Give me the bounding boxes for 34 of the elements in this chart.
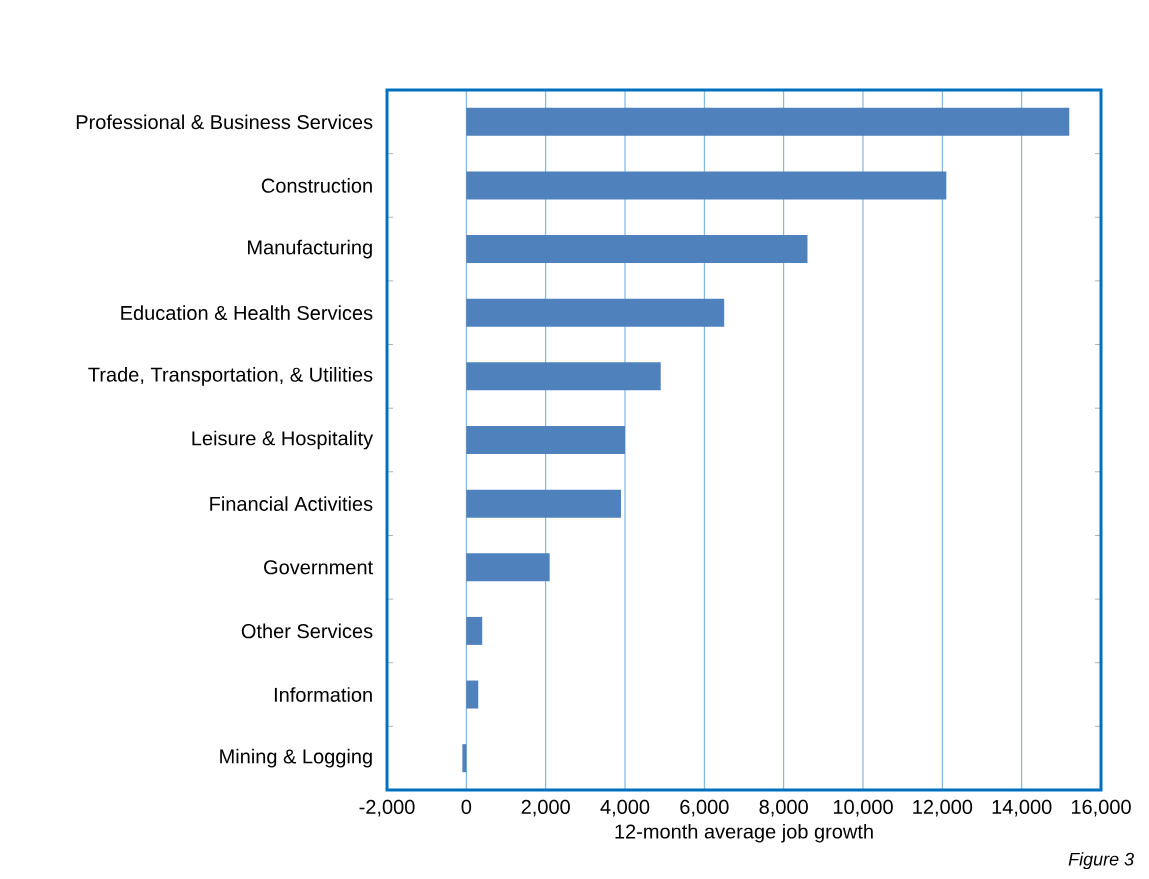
bar: [466, 107, 1070, 136]
bar: [466, 298, 725, 327]
x-tick-label: 4,000: [600, 799, 650, 817]
bar: [466, 171, 947, 200]
bar: [466, 425, 626, 454]
y-tick-label: Financial Activities: [210, 496, 373, 511]
x-tick-label: 8,000: [759, 799, 808, 817]
x-tick-label: 10,000: [833, 799, 893, 817]
y-tick-label: Government: [264, 560, 373, 575]
x-tick-label: 6,000: [680, 799, 729, 817]
y-tick-label: Manufacturing: [248, 239, 372, 259]
x-tick-label: 14,000: [992, 799, 1052, 817]
x-tick-label: 12,000: [913, 799, 973, 817]
x-tick-label: -2,000: [359, 799, 415, 817]
y-tick-label: Information: [274, 687, 372, 702]
y-tick-label: Mining & Logging: [220, 748, 372, 768]
bar: [466, 489, 622, 518]
x-tick-label: 2,000: [521, 799, 570, 817]
x-axis-title: 12-month average job growth: [615, 823, 873, 843]
bar: [466, 362, 661, 391]
text: Figure 3: [1068, 852, 1134, 870]
y-tick-label: Professional & Business Services: [76, 114, 373, 130]
bar: [466, 553, 550, 582]
y-tick-label: Other Services: [241, 623, 373, 639]
bar: [466, 616, 483, 645]
y-tick-label: Trade, Transportation, & Utilities: [88, 367, 373, 386]
x-tick-label: 0: [461, 799, 472, 815]
y-tick-label: Construction: [261, 178, 372, 193]
x-tick-label: 16,000: [1071, 799, 1131, 817]
bar: [466, 680, 479, 709]
bar: [466, 235, 808, 264]
y-tick-label: Leisure & Hospitality: [192, 430, 374, 450]
y-tick-label: Education & Health Services: [121, 305, 373, 321]
bar: [462, 744, 467, 773]
